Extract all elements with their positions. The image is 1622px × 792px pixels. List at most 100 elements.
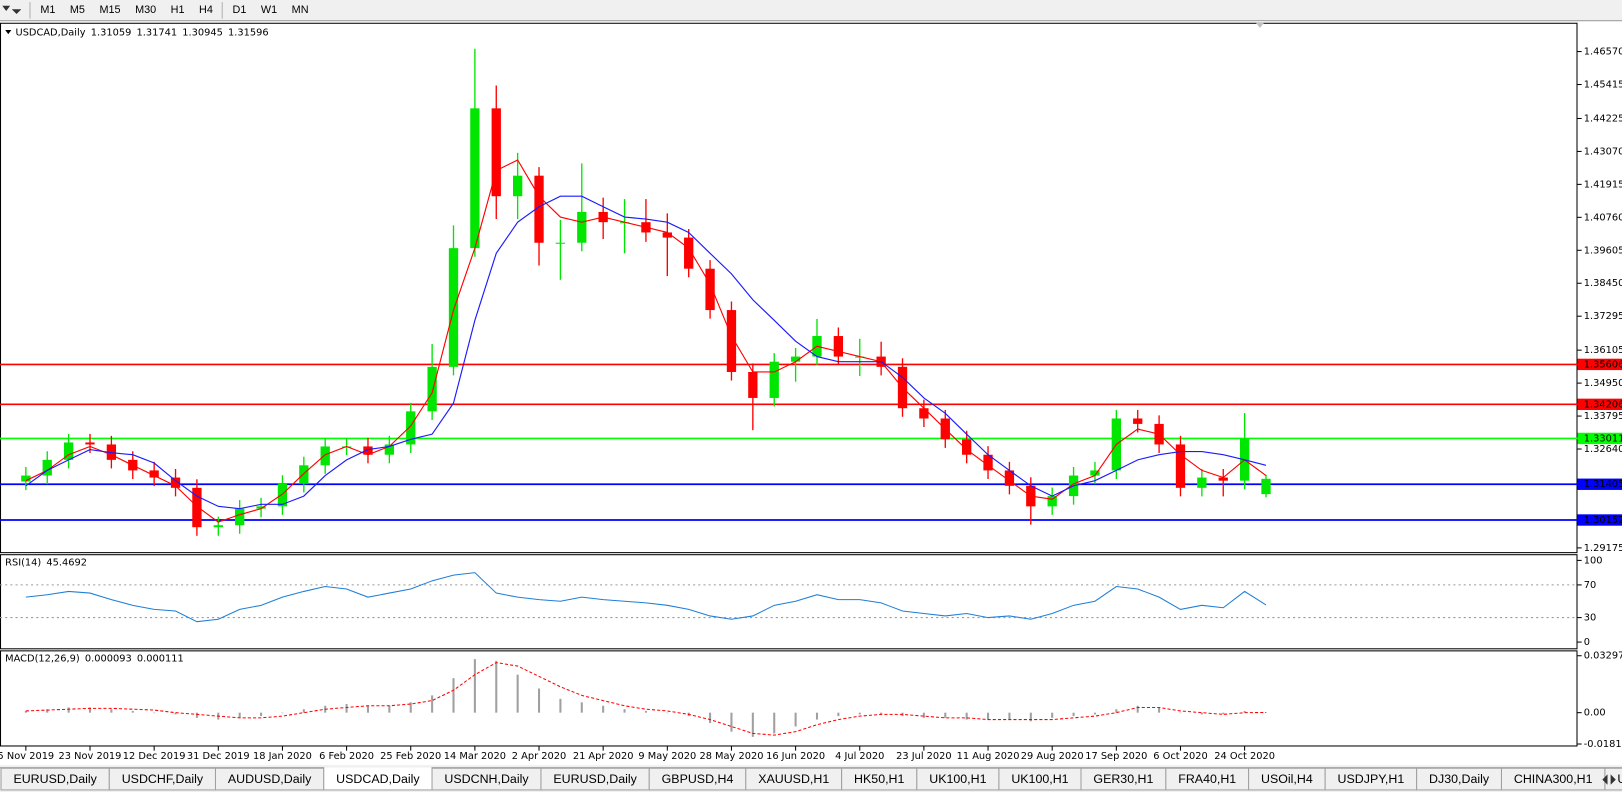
candle-body (1090, 470, 1100, 476)
macd-panel (0, 650, 1578, 747)
candle-body (320, 446, 330, 466)
header-value: 1.31059 (91, 28, 132, 39)
candle-body (21, 475, 31, 482)
rsi-panel (0, 554, 1578, 650)
x-tick-label: 29 Aug 2020 (1021, 751, 1084, 762)
chart-tab-label[interactable]: USOil,H1 (1617, 772, 1622, 786)
candle-body (299, 465, 309, 484)
y-tick-label: 0.00 (1584, 708, 1606, 719)
indicator-header: USDCAD,Daily 1.31059 1.31741 1.30945 1.31596 (16, 28, 269, 39)
chart-tab-label[interactable]: HK50,H1 (854, 772, 904, 786)
chart-tab-label[interactable]: GBPUSD,H4 (662, 772, 734, 786)
header-value: RSI(14) (5, 557, 41, 568)
main-panel (0, 22, 1578, 554)
chart-tab-label[interactable]: DJ30,Daily (1429, 772, 1490, 786)
timeframe-button[interactable]: M5 (70, 4, 85, 16)
chart-tab-label[interactable]: USDJPY,H1 (1338, 772, 1405, 786)
macd-histogram-bar (1072, 712, 1075, 717)
x-tick-label: 21 Apr 2020 (573, 751, 634, 762)
macd-histogram-bar (1243, 710, 1246, 713)
chart-tab-label[interactable]: EURUSD,Daily (553, 772, 637, 786)
chart-tab-label[interactable]: USDCAD,Daily (336, 772, 420, 786)
candle-body (448, 248, 459, 367)
candle-body (363, 446, 373, 455)
y-tick-label: 1.33795 (1584, 411, 1622, 422)
macd-histogram-bar (773, 712, 776, 734)
timeframe-button[interactable]: H4 (199, 4, 213, 16)
chart-tab-label[interactable]: USDCHF,Daily (122, 772, 204, 786)
candle-body (769, 361, 779, 398)
x-tick-label: 16 Jun 2020 (766, 751, 825, 762)
candle-body (85, 442, 95, 445)
timeframe-button[interactable]: MN (292, 4, 309, 16)
y-tick-label: 1.36105 (1584, 345, 1622, 356)
macd-histogram-bar (431, 695, 434, 713)
level-label: 1.31405 (1584, 479, 1622, 490)
macd-histogram-bar (88, 707, 92, 713)
macd-signal-line (25, 662, 1267, 736)
macd-histogram-bar (366, 705, 370, 713)
candle-body (534, 175, 544, 243)
y-tick-label: 0 (1584, 637, 1590, 648)
chart-tab-label[interactable]: GER30,H1 (1093, 772, 1153, 786)
chart-tab-label[interactable]: CHINA300,H1 (1514, 772, 1593, 786)
macd-histogram-bar (794, 712, 797, 727)
candle-body (427, 366, 437, 412)
chart-tab-label[interactable]: UK100,H1 (1011, 772, 1068, 786)
macd-histogram-bar (195, 712, 198, 718)
macd-histogram-bar (815, 712, 819, 720)
tab-scroll-arrows[interactable] (1602, 774, 1616, 785)
macd-histogram-bar (302, 709, 305, 713)
timeframe-button[interactable]: M15 (99, 4, 120, 16)
candle-body (962, 439, 972, 455)
candle-body (149, 470, 159, 478)
macd-histogram-bar (131, 710, 134, 713)
candle-body (512, 175, 523, 197)
y-tick-label: 1.40760 (1584, 212, 1622, 223)
y-tick-label: 1.37295 (1584, 311, 1622, 322)
macd-histogram-bar (1136, 705, 1139, 713)
y-tick-label: 1.29175 (1584, 543, 1622, 554)
macd-histogram-bar (922, 712, 925, 718)
x-tick-label: 17 Sep 2020 (1085, 751, 1147, 762)
timeframe-button[interactable]: D1 (233, 4, 247, 16)
chart-tab-label[interactable]: USOil,H4 (1261, 772, 1313, 786)
macd-histogram-bar (238, 712, 241, 718)
level-label-box (1577, 514, 1622, 526)
candle-body (662, 232, 672, 238)
candle-body (235, 508, 245, 526)
y-tick-label: 1.32640 (1584, 444, 1622, 455)
chart-tab-label[interactable]: FRA40,H1 (1178, 772, 1236, 786)
y-tick-label: -0.018154 (1584, 739, 1622, 750)
timeframe-button[interactable]: W1 (261, 4, 277, 16)
chart-tab-label[interactable]: AUDUSD,Daily (228, 772, 312, 786)
x-tick-label: 23 Nov 2019 (59, 751, 122, 762)
macd-histogram-bar (409, 702, 412, 713)
level-label-box (1577, 478, 1622, 490)
chart-tab-label[interactable]: UK100,H1 (929, 772, 986, 786)
timeframe-button[interactable]: M30 (135, 4, 156, 16)
chart-tab-label[interactable]: XAUUSD,H1 (758, 772, 829, 786)
timeframe-button[interactable]: M1 (40, 4, 55, 16)
toolbar (0, 0, 1622, 21)
level-label: 1.33011 (1584, 433, 1622, 444)
candle-body (705, 268, 715, 311)
candle-body (1261, 478, 1271, 495)
timeframe-button[interactable]: H1 (171, 4, 185, 16)
chart-tab-label[interactable]: EURUSD,Daily (13, 772, 97, 786)
chart-tab-label[interactable]: USDCNH,Daily (444, 772, 529, 786)
macd-histogram-bar (644, 710, 647, 713)
toolbar-menu-icon[interactable] (2, 5, 21, 15)
x-tick-label: 6 Feb 2020 (319, 751, 374, 762)
header-value: 0.000111 (137, 654, 184, 665)
candle-body (170, 477, 181, 488)
macd-histogram-bar (260, 712, 263, 717)
candle-body (684, 237, 694, 269)
candle-body (406, 411, 416, 445)
x-tick-label: 31 Dec 2019 (187, 751, 250, 762)
macd-histogram-bar (858, 712, 861, 715)
macd-histogram-bar (1200, 712, 1203, 715)
macd-histogram-bar (1008, 712, 1011, 720)
y-tick-label: 30 (1584, 613, 1597, 624)
